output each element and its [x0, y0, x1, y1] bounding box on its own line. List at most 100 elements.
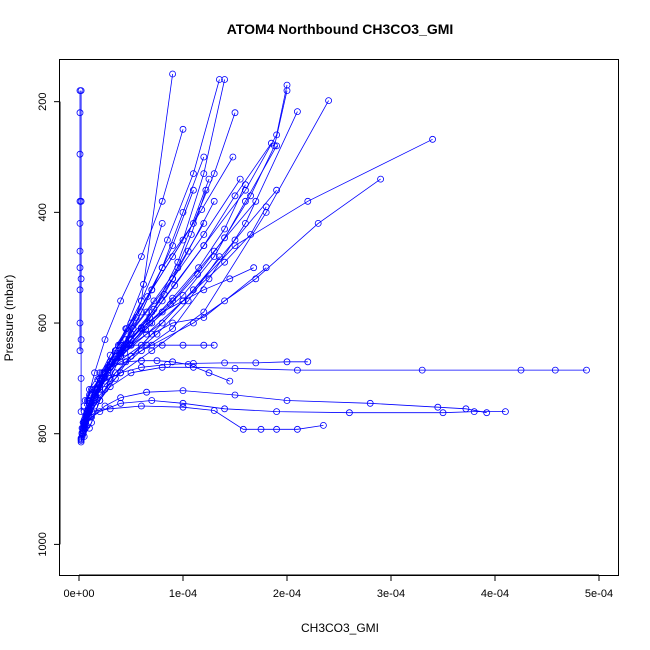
data-point: [153, 357, 161, 365]
data-point: [439, 409, 447, 417]
data-point: [470, 408, 478, 416]
data-point: [179, 291, 187, 299]
data-point: [77, 197, 85, 205]
data-point: [221, 405, 229, 413]
data-point: [205, 175, 213, 183]
data-point: [262, 264, 270, 272]
series-line: [89, 111, 298, 429]
data-point: [221, 258, 229, 266]
series-line: [83, 206, 267, 429]
data-point: [221, 234, 229, 242]
data-point: [200, 242, 208, 250]
data-point: [121, 349, 129, 357]
data-point: [273, 142, 281, 150]
data-point: [169, 70, 177, 78]
data-point: [293, 425, 301, 433]
x-tick-label: 4e-04: [481, 588, 509, 600]
data-point: [179, 341, 187, 349]
data-point: [137, 324, 145, 331]
data-point: [189, 319, 197, 327]
data-point: [82, 413, 90, 421]
data-point: [148, 397, 156, 404]
data-point: [96, 408, 104, 416]
data-point: [158, 341, 166, 349]
data-point: [91, 369, 98, 377]
data-point: [171, 281, 179, 289]
data-point: [247, 231, 255, 238]
series-line: [80, 156, 234, 439]
x-axis-label: CH3CO3_GMI: [301, 621, 379, 635]
series-line: [83, 400, 506, 423]
data-point: [252, 275, 260, 283]
data-point: [273, 186, 281, 194]
x-tick-label: 0e+00: [64, 588, 95, 600]
data-point: [148, 330, 156, 338]
series-line: [82, 390, 487, 429]
data-point: [144, 293, 152, 300]
data-point: [142, 326, 150, 334]
data-point: [517, 366, 525, 374]
data-point: [169, 275, 177, 283]
data-point: [304, 358, 312, 366]
data-point: [77, 87, 85, 94]
data-point: [205, 275, 213, 283]
data-point: [158, 197, 166, 205]
data-point: [215, 76, 223, 83]
data-point: [189, 186, 197, 194]
data-point: [76, 247, 84, 255]
series-37: [77, 153, 237, 442]
data-point: [200, 286, 208, 294]
x-tick-label: 2e-04: [273, 588, 301, 600]
plot-frame: [59, 59, 619, 576]
data-point: [200, 170, 208, 178]
data-point: [198, 206, 206, 214]
data-point: [76, 150, 84, 158]
data-point: [283, 397, 291, 404]
y-tick-label: 200: [37, 92, 49, 110]
series-7: [86, 402, 327, 433]
data-point: [210, 253, 218, 261]
data-point: [153, 330, 161, 338]
x-tick-label: 3e-04: [377, 588, 405, 600]
data-point: [76, 347, 84, 355]
data-point: [123, 340, 131, 348]
data-point: [377, 175, 385, 183]
data-point: [137, 363, 145, 371]
data-point: [221, 225, 229, 233]
data-point: [187, 231, 195, 238]
data-point: [117, 394, 124, 402]
data-point: [271, 142, 278, 150]
data-point: [184, 247, 192, 255]
series-line: [84, 366, 587, 423]
data-point: [167, 300, 174, 308]
data-point: [202, 186, 210, 194]
data-point: [215, 253, 223, 261]
data-point: [98, 369, 106, 377]
data-point: [247, 192, 255, 200]
data-point: [146, 314, 154, 321]
series-38: [82, 87, 291, 421]
series-5: [81, 363, 590, 427]
data-point: [127, 319, 135, 327]
data-point: [179, 208, 187, 216]
data-point: [123, 325, 131, 333]
data-point: [92, 392, 99, 400]
data-point: [80, 418, 88, 425]
data-point: [262, 203, 270, 211]
series-line: [83, 256, 220, 421]
data-point: [221, 359, 229, 367]
data-point: [231, 364, 239, 372]
data-point: [104, 371, 112, 379]
data-point: [169, 253, 177, 261]
data-point: [77, 336, 85, 344]
data-point: [231, 391, 239, 399]
data-point: [163, 236, 171, 244]
series-31: [79, 76, 223, 432]
data-point: [117, 369, 124, 377]
series-line: [89, 405, 324, 430]
data-point: [137, 253, 145, 261]
data-point: [231, 109, 239, 117]
data-point: [117, 297, 124, 305]
data-point: [137, 402, 145, 410]
data-point: [221, 297, 229, 305]
